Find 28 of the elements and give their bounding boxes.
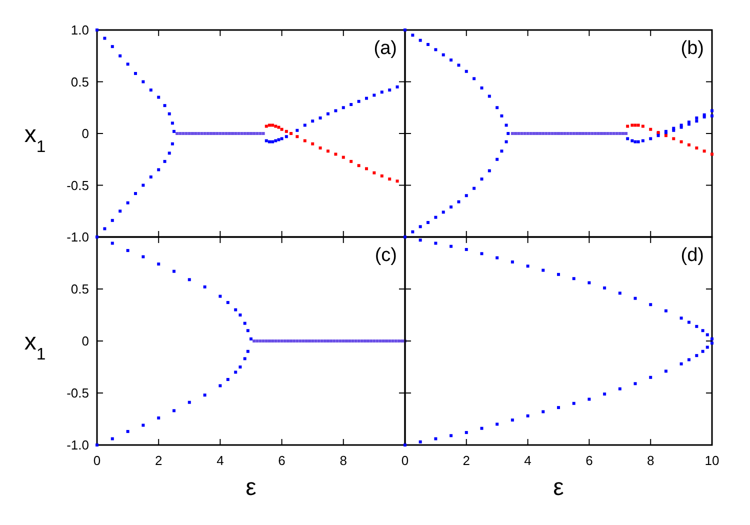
y-tick-label: 0 xyxy=(82,126,89,142)
x-tick-label: 6 xyxy=(586,453,593,468)
chart-title: (d) xyxy=(680,245,704,266)
y-tick-label: -0.5 xyxy=(66,178,89,193)
x-tick-label: 10 xyxy=(704,453,720,468)
y-axis-title: x$_{1}$ xyxy=(24,328,46,363)
y-tick-label: 1.0 xyxy=(70,22,89,38)
x-tick-label: 2 xyxy=(462,453,470,468)
x-tick-label: 0 xyxy=(401,453,409,468)
x-tick-label: 2 xyxy=(154,453,162,468)
y-tick-label: -1.0 xyxy=(66,230,89,245)
x-tick-label: 4 xyxy=(216,453,224,468)
chart-title: (a) xyxy=(374,38,397,59)
y-tick-label: 0.5 xyxy=(70,74,89,90)
chart-title: (b) xyxy=(680,38,704,59)
chart-title: (c) xyxy=(374,245,397,266)
x-tick-label: 8 xyxy=(340,453,348,468)
y-tick-label: -1.0 xyxy=(66,438,89,453)
x-axis-title: ε xyxy=(246,474,257,501)
y-tick-label: 0.5 xyxy=(70,282,89,297)
y-axis-title: x$_{1}$ xyxy=(24,120,46,156)
x-tick-label: 0 xyxy=(93,453,101,468)
x-tick-label: 4 xyxy=(524,453,532,468)
x-tick-label: 6 xyxy=(278,453,286,468)
y-tick-label: 0 xyxy=(82,334,89,349)
x-axis-title: ε xyxy=(553,474,564,501)
y-tick-label: -0.5 xyxy=(66,386,89,401)
x-tick-label: 8 xyxy=(646,453,654,468)
